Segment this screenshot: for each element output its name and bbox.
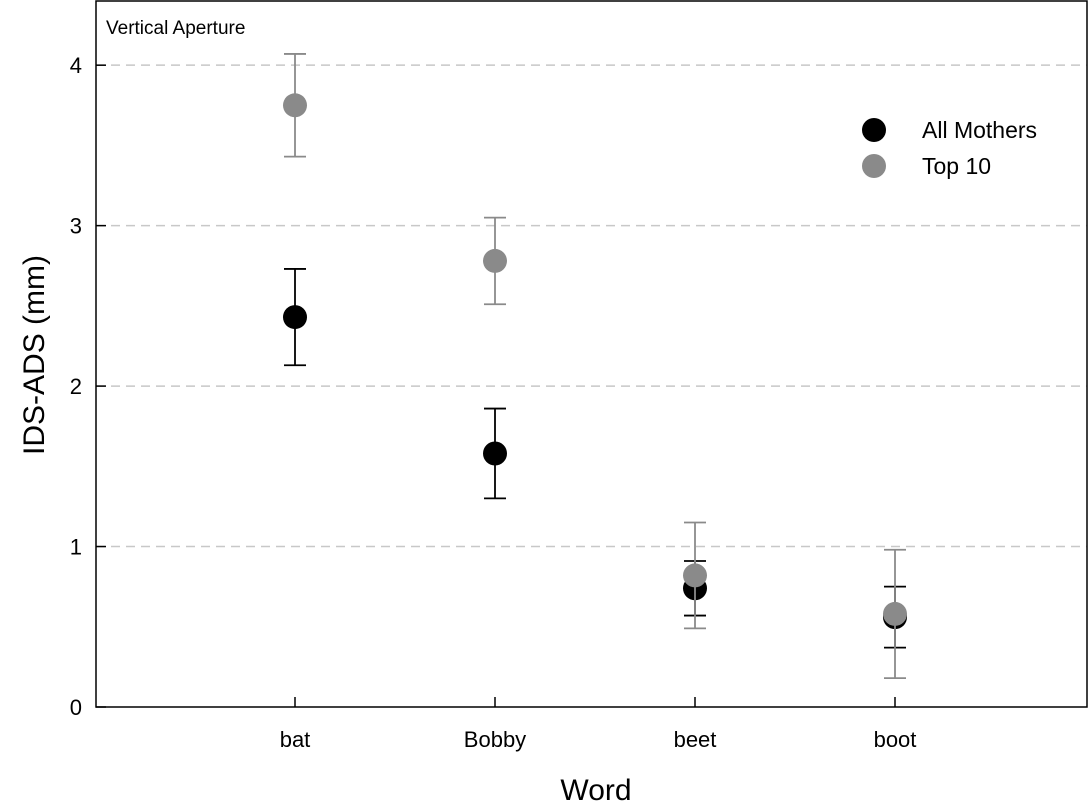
y-tick-label: 0 [70,695,82,720]
x-tick-label: bat [280,727,311,752]
plot-frame [95,0,1088,708]
legend-label: All Mothers [922,117,1037,143]
panel-title: Vertical Aperture [106,18,245,39]
data-point [683,563,707,588]
y-tick-label: 2 [70,374,82,399]
series-layer [283,53,907,680]
data-point [883,601,907,626]
series-1 [283,53,907,680]
data-point [483,441,507,466]
data-point [483,248,507,273]
x-tick-label: Bobby [464,727,526,752]
grid-lines [96,64,1087,548]
x-tick-label: boot [874,727,917,752]
axes: 0 1 2 3 4 bat Bobby beet boot [70,53,917,752]
y-axis-title: IDS-ADS (mm) [18,255,51,455]
y-tick-label: 3 [70,214,82,239]
x-tick-label: beet [674,727,717,752]
data-point [283,93,307,118]
y-tick-label: 1 [70,535,82,560]
legend-label: Top 10 [922,153,991,179]
series-0 [283,268,907,649]
y-tick-label: 4 [70,53,82,78]
x-axis-title: Word [560,774,631,807]
legend-marker [862,154,886,178]
data-point [283,305,307,330]
legend: All Mothers Top 10 [862,117,1037,179]
legend-marker [862,118,886,142]
